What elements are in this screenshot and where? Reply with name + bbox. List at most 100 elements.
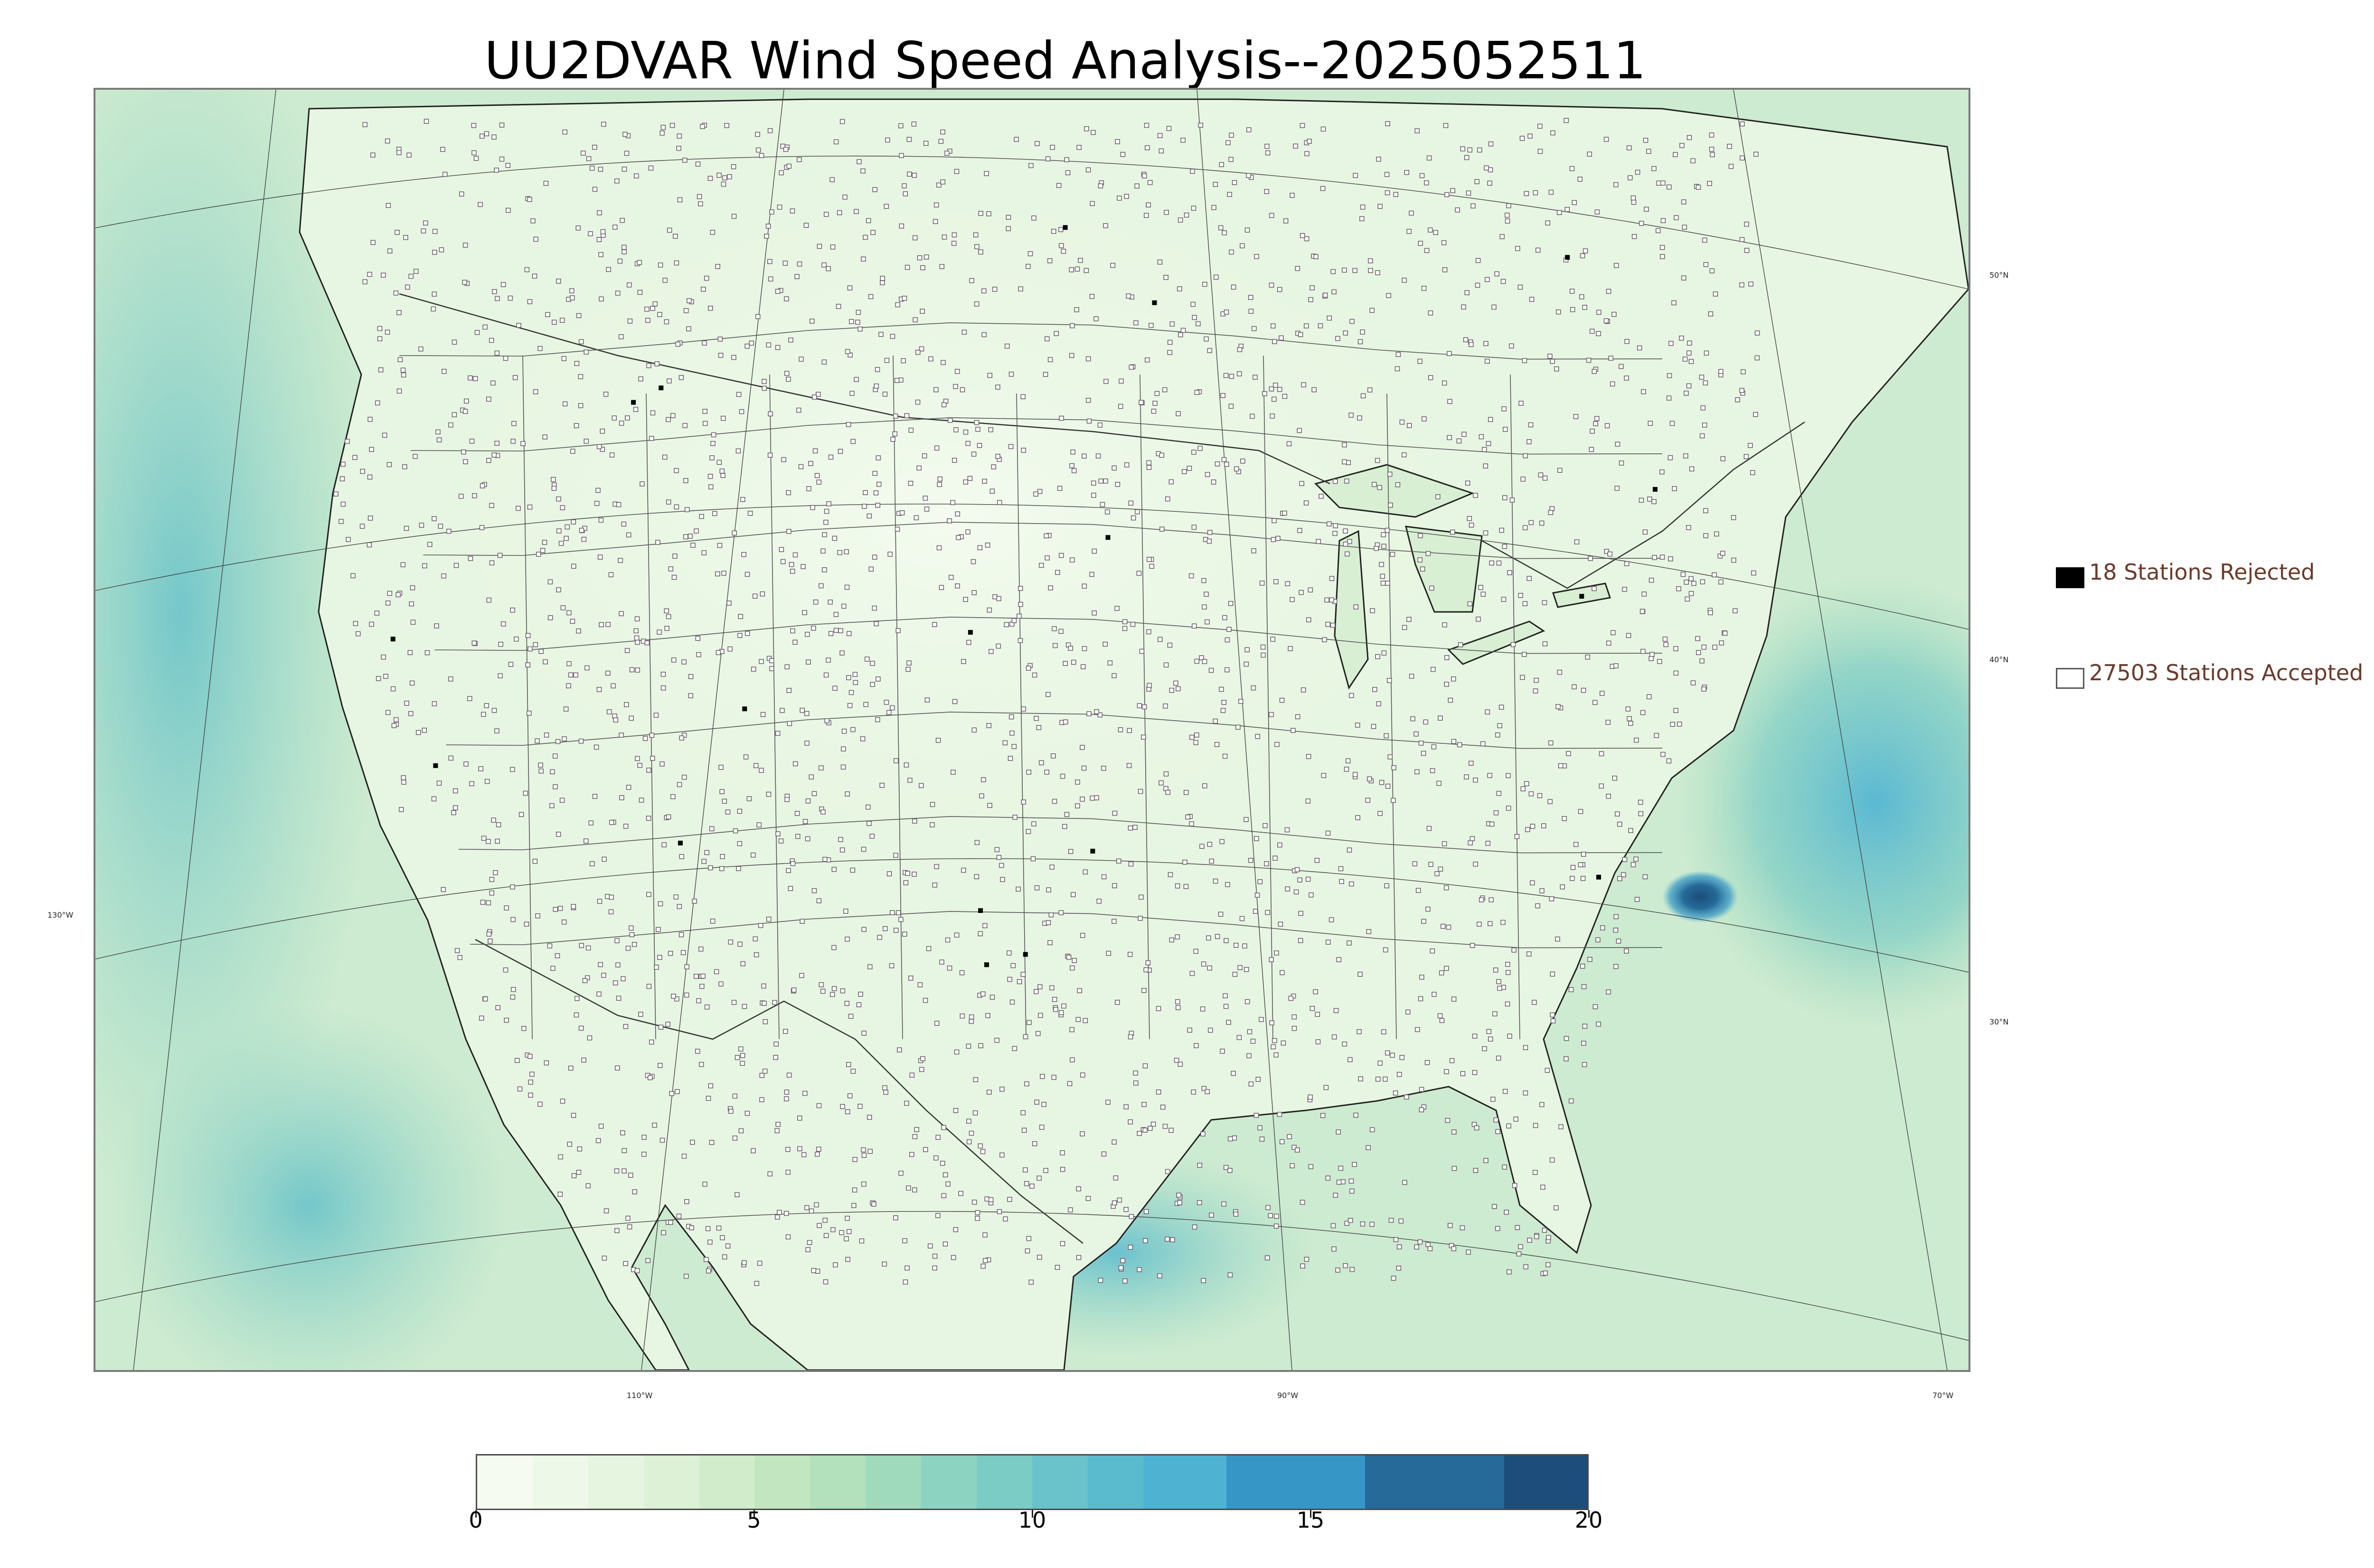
accepted-station-marker [1283,218,1289,224]
accepted-station-marker [787,721,792,726]
accepted-station-marker [401,779,406,785]
accepted-station-marker [448,676,453,682]
accepted-station-marker [986,723,992,728]
accepted-station-marker [1388,502,1393,508]
accepted-station-marker [923,141,929,146]
accepted-station-marker [1330,269,1336,274]
accepted-station-marker [772,1000,777,1005]
accepted-station-marker [981,777,986,782]
accepted-station-marker [1518,401,1524,406]
accepted-station-marker [727,174,732,179]
accepted-station-marker [586,156,592,161]
accepted-station-marker [1357,971,1363,977]
accepted-station-marker [868,294,874,300]
accepted-station-marker [1007,950,1012,956]
accepted-station-marker [788,886,793,891]
accepted-station-marker [1024,1181,1029,1186]
accepted-station-marker [628,1173,633,1178]
accepted-station-marker [1112,883,1117,889]
accepted-station-marker [1671,300,1677,306]
colorbar-tick [754,1510,755,1518]
accepted-station-marker [1246,1053,1252,1059]
accepted-station-marker [1532,1170,1538,1175]
accepted-station-marker [609,820,614,825]
accepted-station-marker [1228,404,1234,409]
lon-label-90w: 90°W [1277,1391,1299,1400]
accepted-station-marker [1343,1263,1348,1268]
accepted-station-marker [846,422,851,427]
accepted-station-marker [1526,576,1532,581]
accepted-station-marker [1524,781,1529,787]
accepted-station-marker [1225,637,1230,643]
accepted-station-marker [618,558,623,563]
accepted-station-marker [1060,1241,1065,1247]
accepted-station-marker [775,831,781,836]
accepted-station-marker [847,1093,853,1099]
accepted-station-marker [928,356,933,362]
accepted-station-marker [599,296,604,302]
accepted-station-marker [1191,1089,1196,1095]
accepted-station-marker [1106,950,1112,956]
colorbar-bin [643,1455,699,1509]
accepted-station-marker [533,389,538,394]
accepted-station-marker [1224,461,1229,467]
accepted-station-marker [1456,438,1462,444]
accepted-station-marker [578,339,584,345]
accepted-station-marker [890,910,895,915]
accepted-station-marker [1519,136,1525,141]
accepted-station-marker [1477,147,1482,153]
accepted-station-marker [1095,453,1101,459]
accepted-station-marker [1433,230,1438,235]
accepted-station-marker [878,331,884,337]
lon-label-110w: 110°W [627,1391,653,1400]
accepted-station-marker [556,587,561,592]
accepted-station-marker [677,133,682,139]
accepted-station-marker [1516,1251,1522,1257]
accepted-station-marker [1269,386,1274,392]
accepted-station-marker [1483,463,1488,469]
accepted-station-marker [1419,173,1425,178]
accepted-station-marker [1202,282,1207,287]
accepted-station-marker [1318,323,1323,329]
accepted-station-marker [1128,861,1134,867]
accepted-station-marker [1451,1246,1457,1251]
accepted-station-marker [744,1110,750,1116]
accepted-station-marker [1608,356,1613,361]
accepted-station-marker [1731,515,1736,520]
accepted-station-marker [912,818,917,824]
accepted-station-marker [1594,209,1600,215]
accepted-station-marker [550,769,555,775]
lake-huron [1405,526,1483,613]
accepted-station-marker [1482,447,1487,452]
accepted-station-marker [387,248,393,254]
accepted-station-marker [926,946,932,951]
accepted-station-marker [1703,508,1708,514]
accepted-station-marker [1428,310,1433,316]
accepted-station-marker [767,128,773,133]
accepted-station-marker [635,639,640,645]
accepted-station-marker [887,552,893,557]
accepted-station-marker [1702,237,1707,243]
accepted-station-marker [350,573,356,579]
accepted-station-marker [966,639,971,645]
accepted-station-marker [1315,1012,1320,1017]
accepted-station-marker [1691,581,1696,586]
accepted-station-marker [1488,1036,1493,1042]
accepted-station-marker [1081,664,1086,669]
accepted-station-marker [1461,304,1466,310]
accepted-station-marker [632,1189,637,1194]
accepted-station-marker [645,1258,650,1263]
accepted-station-marker [614,1228,620,1233]
accepted-station-marker [882,1261,887,1267]
accepted-station-marker [711,432,716,438]
accepted-station-marker [1479,897,1484,902]
accepted-station-marker [614,178,620,184]
accepted-station-marker [858,992,863,997]
accepted-station-marker [899,153,904,158]
accepted-station-marker [1306,617,1311,622]
accepted-station-marker [1386,293,1391,298]
accepted-station-marker [1599,783,1604,789]
accepted-station-marker [1147,683,1152,688]
accepted-station-marker [1116,858,1121,864]
accepted-station-marker [784,371,790,376]
